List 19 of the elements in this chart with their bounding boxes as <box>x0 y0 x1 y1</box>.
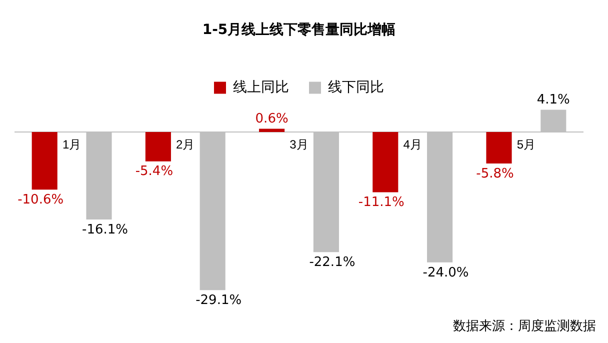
legend-label: 线上同比 <box>233 78 289 95</box>
x-tick-label: 1月 <box>62 137 82 152</box>
data-label: -10.6% <box>18 192 64 208</box>
data-label: -29.1% <box>196 292 242 308</box>
data-label: -24.0% <box>422 265 469 280</box>
source-note: 数据来源：周度监测数据 <box>453 318 596 335</box>
data-label: -11.1% <box>358 195 404 210</box>
data-label: -22.1% <box>309 254 356 270</box>
x-tick-label: 3月 <box>290 137 308 152</box>
x-tick-label: 2月 <box>176 137 195 152</box>
x-tick-label: 4月 <box>403 137 422 152</box>
data-label: -16.1% <box>82 222 128 238</box>
data-label: -5.8% <box>476 166 514 182</box>
data-label: 4.1% <box>536 92 570 108</box>
data-label: -5.4% <box>135 164 174 180</box>
chart-title: 1-5月线上线下零售量同比增幅 <box>202 22 396 38</box>
data-label: 0.6% <box>255 112 288 127</box>
x-tick-label: 5月 <box>516 137 536 152</box>
legend-label: 线下同比 <box>328 78 384 95</box>
